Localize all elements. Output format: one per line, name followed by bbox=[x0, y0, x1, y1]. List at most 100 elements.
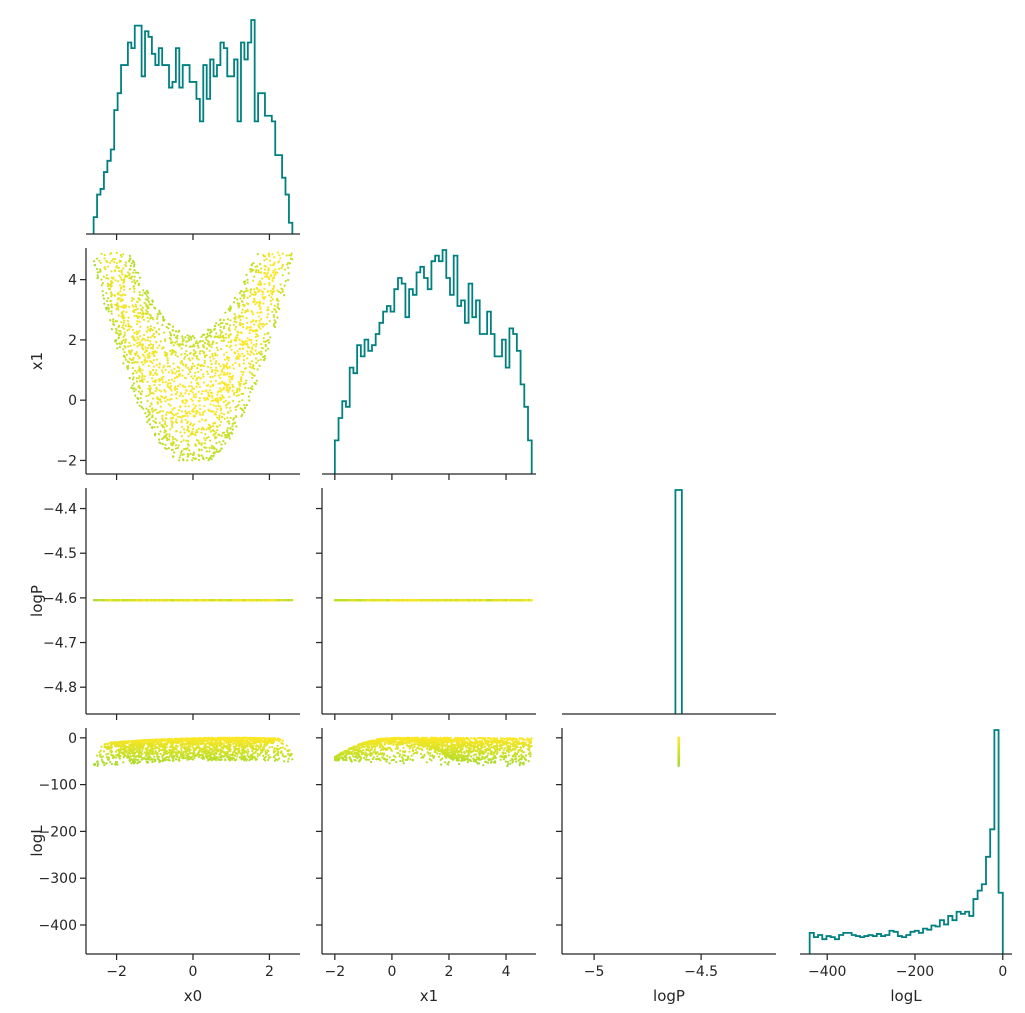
scatter-point bbox=[250, 321, 253, 324]
scatter-point bbox=[222, 319, 225, 322]
scatter-point bbox=[144, 412, 147, 415]
scatter-point bbox=[147, 344, 150, 347]
scatter-point bbox=[254, 320, 258, 323]
scatter-point bbox=[197, 358, 200, 361]
scatter-point bbox=[145, 303, 148, 306]
scatter-point bbox=[210, 345, 213, 348]
scatter-point bbox=[123, 334, 126, 337]
scatter-point bbox=[135, 380, 139, 383]
scatter-point bbox=[187, 440, 190, 443]
scatter-point bbox=[115, 262, 118, 265]
scatter-point bbox=[114, 331, 118, 334]
scatter-point bbox=[142, 407, 145, 410]
scatter-point bbox=[172, 362, 175, 365]
scatter-point bbox=[169, 334, 173, 337]
scatter-point bbox=[227, 359, 230, 362]
scatter-point bbox=[163, 429, 166, 432]
scatter-point bbox=[156, 315, 159, 318]
scatter-point bbox=[257, 269, 260, 272]
scatter-point bbox=[123, 304, 126, 307]
scatter-point bbox=[208, 389, 211, 392]
scatter-point bbox=[115, 251, 118, 254]
scatter-point bbox=[216, 349, 219, 352]
scatter-point bbox=[220, 434, 223, 437]
scatter-point bbox=[111, 306, 114, 309]
scatter-point bbox=[239, 290, 243, 293]
scatter-point bbox=[262, 302, 265, 305]
scatter-point bbox=[161, 381, 164, 384]
scatter-point bbox=[264, 275, 267, 278]
scatter-point bbox=[208, 439, 212, 442]
scatter-point bbox=[136, 300, 139, 303]
scatter-point bbox=[138, 365, 141, 368]
scatter-point bbox=[256, 253, 259, 256]
scatter-point bbox=[214, 431, 217, 434]
scatter-point bbox=[149, 327, 152, 330]
scatter-point bbox=[265, 322, 268, 325]
scatter-point bbox=[146, 421, 149, 424]
scatter-point bbox=[208, 409, 211, 412]
scatter-point bbox=[225, 434, 228, 437]
scatter-point bbox=[176, 412, 179, 415]
scatter-point bbox=[274, 273, 277, 276]
scatter-point bbox=[259, 271, 262, 274]
scatter-point bbox=[262, 599, 265, 602]
scatter-point bbox=[126, 599, 129, 602]
scatter-point bbox=[220, 599, 223, 602]
scatter-point bbox=[164, 447, 167, 450]
scatter-point bbox=[231, 428, 234, 431]
scatter-point bbox=[255, 333, 258, 336]
scatter-point bbox=[162, 599, 165, 602]
scatter-point bbox=[228, 422, 231, 425]
scatter-point bbox=[263, 283, 266, 286]
scatter-point bbox=[197, 390, 200, 393]
scatter-point bbox=[203, 346, 206, 349]
scatter-point bbox=[253, 298, 256, 301]
scatter-point bbox=[236, 334, 239, 337]
scatter-point bbox=[181, 395, 184, 398]
scatter-point bbox=[230, 348, 233, 351]
scatter-point bbox=[205, 338, 208, 341]
scatter-point bbox=[227, 390, 230, 393]
scatter-point bbox=[279, 257, 282, 260]
scatter-point bbox=[228, 375, 231, 378]
scatter-point bbox=[253, 290, 256, 294]
scatter-point bbox=[219, 336, 222, 339]
scatter-point bbox=[180, 450, 184, 453]
scatter-point bbox=[158, 309, 161, 312]
scatter-point bbox=[169, 385, 173, 388]
scatter-point bbox=[128, 349, 131, 352]
scatter-point bbox=[92, 260, 96, 263]
scatter-point bbox=[145, 415, 148, 418]
scatter-point bbox=[144, 361, 147, 364]
scatter-point bbox=[240, 377, 243, 380]
scatter-point bbox=[254, 349, 257, 352]
scatter-point bbox=[228, 435, 231, 438]
scatter-point bbox=[159, 430, 162, 433]
scatter-point bbox=[233, 320, 236, 323]
scatter-point bbox=[105, 277, 108, 280]
scatter-point bbox=[214, 397, 217, 401]
scatter-point bbox=[181, 337, 184, 340]
scatter-point bbox=[190, 338, 193, 341]
scatter-point bbox=[150, 403, 153, 406]
scatter-point bbox=[140, 308, 143, 311]
scatter-point bbox=[207, 426, 210, 429]
scatter-point bbox=[238, 347, 241, 351]
scatter-point bbox=[244, 311, 247, 314]
scatter-point bbox=[253, 275, 256, 278]
scatter-point bbox=[242, 362, 245, 365]
scatter-point bbox=[142, 289, 145, 292]
scatter-point bbox=[164, 400, 167, 403]
scatter-point bbox=[233, 296, 236, 299]
scatter-point bbox=[173, 367, 176, 371]
scatter-point bbox=[205, 456, 208, 459]
scatter-point bbox=[170, 378, 174, 381]
scatter-point bbox=[178, 344, 181, 348]
scatter-point bbox=[105, 308, 108, 311]
scatter-point bbox=[153, 409, 156, 412]
scatter-point bbox=[219, 407, 222, 410]
scatter-point bbox=[180, 421, 183, 424]
scatter-point bbox=[195, 439, 199, 442]
scatter-point bbox=[222, 439, 225, 443]
